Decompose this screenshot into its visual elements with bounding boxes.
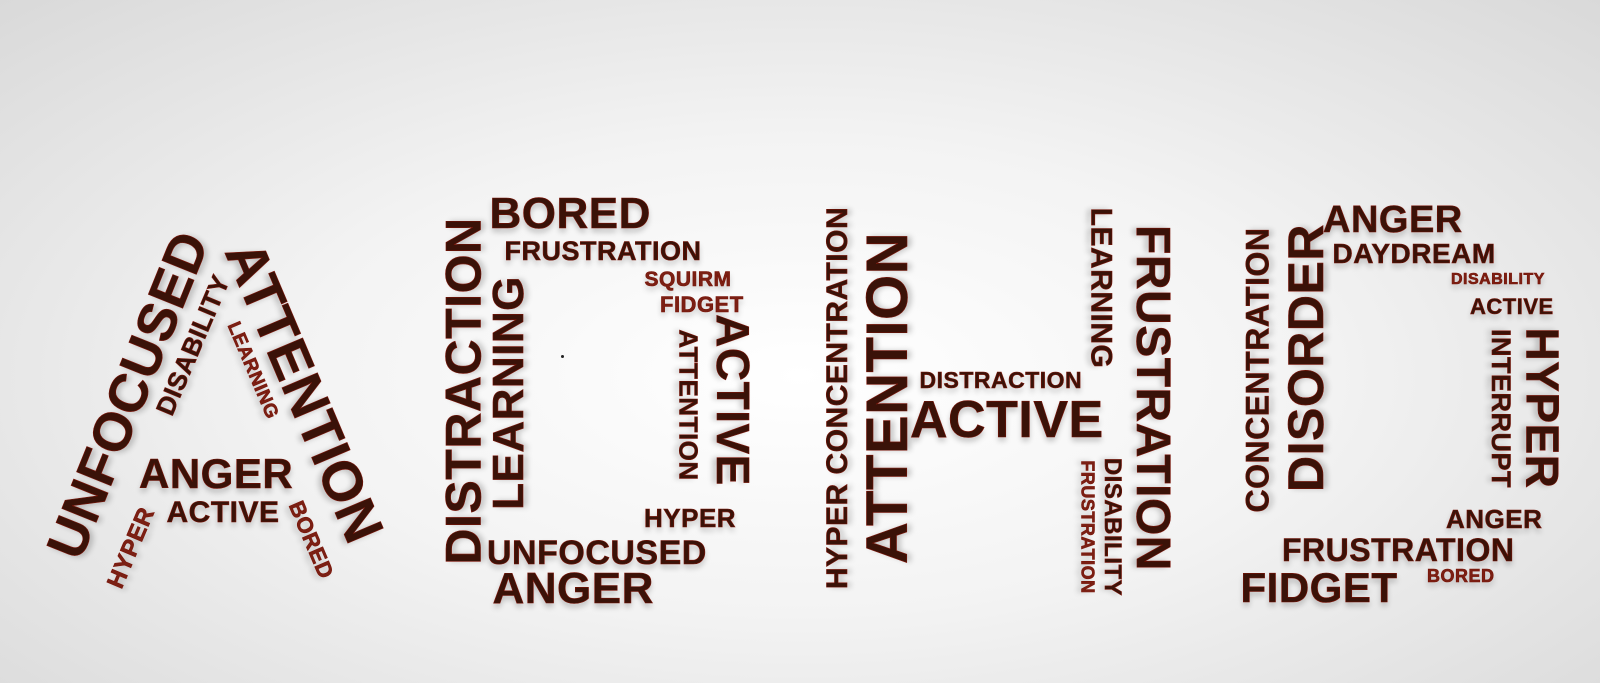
- stray-dot: [561, 355, 564, 358]
- word-h-frustration-small: FRUSTRATION: [1077, 460, 1098, 594]
- word-d2-active: ACTIVE: [1470, 294, 1554, 319]
- word-d1-fidget: FIDGET: [660, 292, 744, 317]
- word-h-distraction: DISTRACTION: [919, 366, 1083, 393]
- word-a-active: ACTIVE: [166, 496, 280, 529]
- word-h-disability: DISABILITY: [1099, 457, 1127, 597]
- word-d2-interrupt: INTERRUPT: [1485, 328, 1516, 488]
- word-d2-hyper: HYPER: [1515, 327, 1569, 489]
- word-h-frustration-large: FRUSTRATION: [1125, 225, 1180, 572]
- word-a-hyper: HYPER: [101, 503, 160, 593]
- word-d2-frustration: FRUSTRATION: [1282, 532, 1515, 568]
- word-d1-anger: ANGER: [492, 564, 654, 613]
- word-d1-frustration: FRUSTRATION: [504, 235, 702, 266]
- word-d2-bored: BORED: [1427, 566, 1495, 586]
- word-d1-distraction: DISTRACTION: [435, 217, 492, 565]
- word-d1-attention: ATTENTION: [673, 329, 704, 481]
- word-d2-disability: DISABILITY: [1451, 271, 1545, 288]
- word-d2-disorder: DISORDER: [1277, 224, 1335, 493]
- word-d1-squirm: SQUIRM: [644, 267, 732, 291]
- word-h-hyper-concentration: HYPER CONCENTRATION: [821, 206, 855, 590]
- word-d1-bored: BORED: [489, 189, 651, 238]
- word-h-active: ACTIVE: [910, 391, 1104, 449]
- word-d2-fidget: FIDGET: [1240, 564, 1398, 611]
- word-d2-anger-bottom: ANGER: [1446, 504, 1543, 534]
- word-d1-learning: LEARNING: [483, 276, 534, 510]
- word-d2-anger-top: ANGER: [1323, 199, 1463, 241]
- word-d1-hyper: HYPER: [644, 503, 737, 533]
- word-h-learning: LEARNING: [1083, 207, 1118, 369]
- word-d1-active: ACTIVE: [706, 314, 760, 486]
- word-d2-daydream: DAYDREAM: [1332, 238, 1496, 269]
- word-d1-unfocused: UNFOCUSED: [487, 534, 707, 572]
- word-a-anger: ANGER: [139, 450, 294, 497]
- word-d2-concentration: CONCENTRATION: [1239, 227, 1276, 513]
- word-h-attention: ATTENTION: [855, 231, 921, 565]
